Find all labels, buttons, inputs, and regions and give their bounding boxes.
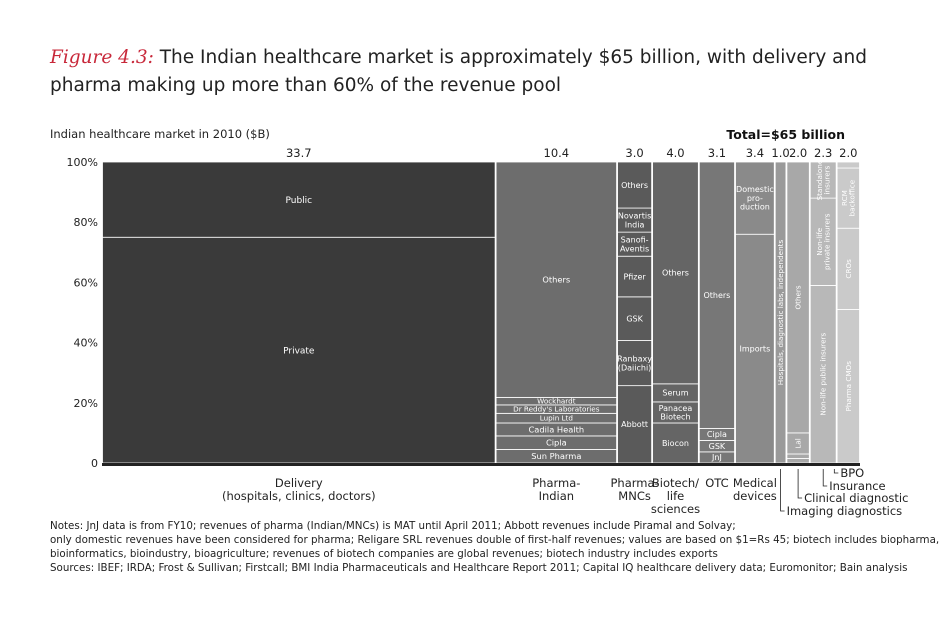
segment-8-2	[809, 161, 837, 199]
note-line: only domestic revenues have been conside…	[50, 534, 940, 546]
category-label: Insurance	[829, 479, 885, 493]
segment-label: Lupin Ltd	[540, 414, 573, 423]
segment-label: Standaloneinsurers	[815, 159, 832, 200]
callout-line	[780, 469, 785, 512]
segment-0-0	[102, 236, 496, 464]
segment-1-6	[495, 161, 617, 398]
segment-label: Abbott	[621, 420, 648, 429]
callout-line	[822, 469, 828, 487]
segment-label: Novartis India	[618, 211, 651, 229]
segment-5-1	[735, 161, 775, 235]
y-tick-label: 40%	[74, 337, 98, 350]
segment-2-6	[617, 161, 653, 209]
segment-label: Hospitals, diagnostic labs, independents	[776, 240, 785, 386]
segment-label: Others	[621, 181, 648, 190]
segment-label: Pfizer	[623, 272, 646, 281]
segment-label: Pharma CMOs	[844, 361, 853, 412]
segment-label: Public	[285, 196, 312, 206]
title-text: The Indian healthcare market is approxim…	[50, 47, 867, 96]
category-label: OTC	[705, 476, 728, 490]
segment-label: Others	[542, 275, 570, 285]
callout-line	[797, 469, 803, 499]
segment-3-0	[652, 422, 699, 464]
column-total-label: 2.3	[814, 146, 832, 160]
segment-label: Dr Reddy's Laboratories	[513, 405, 600, 414]
total-label: Total=$65 billion	[726, 127, 845, 142]
column-total-label: 33.7	[286, 146, 312, 160]
segment-7-3	[786, 161, 810, 434]
y-tick-label: 20%	[74, 397, 98, 410]
note-line: Notes: JnJ data is from FY10; revenues o…	[50, 520, 736, 532]
segment-2-4	[617, 231, 653, 257]
category-label: Biotech/life sciences	[651, 476, 700, 516]
notes-block: Notes: JnJ data is from FY10; revenues o…	[50, 519, 940, 575]
y-tick-label: 60%	[74, 276, 98, 289]
segment-2-1	[617, 340, 653, 387]
segment-label: Imports	[740, 344, 771, 353]
segment-label: Cadila Health	[528, 424, 584, 434]
column-total-label: 1.0	[771, 146, 789, 160]
segment-8-1	[809, 197, 837, 286]
segment-label: JnJ	[711, 453, 722, 462]
segment-2-3	[617, 255, 653, 298]
segment-label: Others	[662, 269, 689, 278]
segment-0-1	[102, 161, 496, 238]
figure-label: Figure 4.3:	[50, 47, 154, 68]
y-tick-label: 100%	[67, 156, 98, 169]
y-tick-label: 0	[91, 457, 98, 470]
category-label: BPO	[840, 466, 864, 480]
segment-label: Non-lifeprivate insurers	[815, 213, 832, 270]
category-label: Pharma-MNCs	[610, 476, 658, 503]
segment-label: Panacea Biotech	[659, 404, 693, 422]
segment-label: Lal	[794, 438, 803, 448]
segment-label: Wockhardt	[537, 397, 576, 406]
segment-label: Sanofi-Aventis	[620, 236, 649, 254]
callout-line	[833, 469, 839, 474]
segment-5-0	[735, 233, 775, 464]
chart-title: Figure 4.3: The Indian healthcare market…	[50, 44, 910, 100]
segment-2-0	[617, 385, 653, 464]
chart-subtitle: Indian healthcare market in 2010 ($B)	[50, 127, 270, 141]
segment-label: Serum	[662, 389, 688, 398]
segment-9-3	[836, 161, 860, 169]
column-total-label: 10.4	[544, 146, 570, 160]
segment-label: Domestic pro-duction	[736, 185, 774, 212]
segment-3-3	[652, 161, 699, 385]
category-label: Pharma-Indian	[532, 476, 580, 503]
category-label: Clinical diagnostic	[804, 491, 908, 505]
column-total-label: 3.1	[708, 146, 726, 160]
segment-label: Ranbaxy (Daiichi)	[617, 354, 652, 372]
segment-label: Sun Pharma	[531, 451, 581, 461]
y-tick-label: 80%	[74, 216, 98, 229]
segment-4-3	[698, 161, 735, 429]
segment-label: Cipla	[707, 430, 727, 439]
category-label: Imaging diagnostics	[787, 504, 903, 518]
marimekko-chart: Indian healthcare market in 2010 ($B) Tot…	[50, 127, 908, 518]
segment-label: Non-life public insurers	[819, 333, 828, 416]
segment-label: Biocon	[662, 439, 689, 448]
note-line: Sources: IBEF; IRDA; Frost & Sullivan; F…	[50, 562, 908, 574]
note-line: bioinformatics, bioindustry, bioagricult…	[50, 548, 718, 560]
segment-label: RCMbackoffice	[840, 179, 857, 216]
category-label: Medical devices	[733, 476, 777, 503]
segment-label: Cipla	[546, 438, 567, 448]
segment-label: Private	[283, 346, 315, 356]
column-total-label: 2.0	[789, 146, 807, 160]
segment-label: Others	[703, 291, 730, 300]
column-total-label: 3.0	[625, 146, 643, 160]
segment-label: Others	[794, 285, 803, 309]
segment-7-0	[786, 458, 810, 464]
category-label: Delivery (hospitals, clinics, doctors)	[222, 476, 376, 503]
segment-label: GSK	[709, 442, 726, 451]
baseline-bar	[102, 463, 860, 466]
segment-label: CROs	[844, 259, 853, 279]
column-total-label: 4.0	[666, 146, 684, 160]
column-total-label: 2.0	[839, 146, 857, 160]
segment-7-1	[786, 453, 810, 459]
column-total-label: 3.4	[746, 146, 764, 160]
segment-label: GSK	[626, 314, 643, 323]
